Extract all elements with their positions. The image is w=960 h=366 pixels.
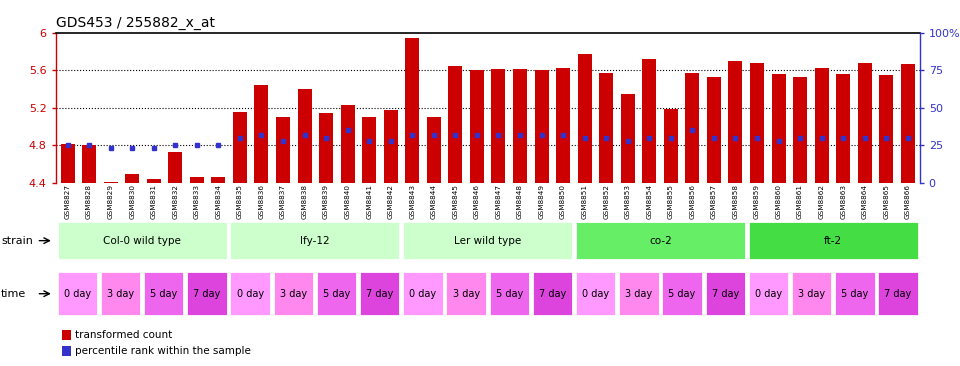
Bar	[621, 94, 635, 183]
Text: 0 day: 0 day	[236, 289, 264, 299]
Bar	[143, 271, 184, 317]
Bar	[186, 271, 228, 317]
Text: 5 day: 5 day	[668, 289, 696, 299]
Bar	[793, 77, 807, 183]
Bar	[791, 271, 832, 317]
Bar	[341, 105, 354, 183]
Bar	[61, 330, 71, 340]
Bar	[448, 66, 463, 183]
Text: Ler wild type: Ler wild type	[454, 236, 521, 246]
Bar	[362, 117, 376, 183]
Bar	[82, 146, 96, 183]
Text: percentile rank within the sample: percentile rank within the sample	[75, 346, 251, 356]
Bar	[359, 271, 400, 317]
Text: 0 day: 0 day	[409, 289, 437, 299]
Bar	[685, 73, 700, 183]
Bar	[233, 112, 247, 183]
Bar	[104, 182, 118, 183]
Bar	[100, 271, 141, 317]
Bar	[60, 143, 75, 183]
Bar	[836, 74, 851, 183]
Bar	[229, 221, 400, 260]
Text: 3 day: 3 day	[107, 289, 134, 299]
Text: 3 day: 3 day	[625, 289, 653, 299]
Bar	[618, 271, 660, 317]
Text: 5 day: 5 day	[323, 289, 350, 299]
Text: 5 day: 5 day	[495, 289, 523, 299]
Bar	[705, 271, 746, 317]
Bar	[276, 117, 290, 183]
Bar	[254, 85, 269, 183]
Text: Col-0 wild type: Col-0 wild type	[103, 236, 181, 246]
Bar	[900, 64, 915, 183]
Bar	[61, 346, 71, 356]
Bar	[599, 73, 613, 183]
Text: 0 day: 0 day	[582, 289, 610, 299]
Text: 3 day: 3 day	[798, 289, 826, 299]
Bar	[402, 271, 444, 317]
Text: 7 day: 7 day	[711, 289, 739, 299]
Bar	[575, 271, 616, 317]
Bar	[707, 77, 721, 183]
Text: 0 day: 0 day	[63, 289, 91, 299]
Text: 0 day: 0 day	[755, 289, 782, 299]
Text: transformed count: transformed count	[75, 330, 172, 340]
Bar	[298, 89, 312, 183]
Bar	[445, 271, 487, 317]
Text: 3 day: 3 day	[452, 289, 480, 299]
Bar	[190, 178, 204, 183]
Bar	[57, 271, 98, 317]
Bar	[489, 271, 530, 317]
Bar	[125, 173, 139, 183]
Bar	[857, 63, 872, 183]
Bar	[405, 38, 420, 183]
Text: 7 day: 7 day	[193, 289, 221, 299]
Bar	[877, 271, 919, 317]
Bar	[642, 59, 657, 183]
Bar	[578, 53, 591, 183]
Text: co-2: co-2	[649, 236, 672, 246]
Text: strain: strain	[1, 236, 33, 246]
Bar	[661, 271, 703, 317]
Bar	[273, 271, 314, 317]
Bar	[469, 71, 484, 183]
Text: 5 day: 5 day	[841, 289, 869, 299]
Text: GDS453 / 255882_x_at: GDS453 / 255882_x_at	[56, 16, 215, 30]
Bar	[168, 152, 182, 183]
Bar	[229, 271, 271, 317]
Bar	[575, 221, 746, 260]
Bar	[834, 271, 876, 317]
Text: 7 day: 7 day	[539, 289, 566, 299]
Bar	[57, 221, 228, 260]
Bar	[663, 109, 678, 183]
Bar	[748, 271, 789, 317]
Bar	[316, 271, 357, 317]
Bar	[772, 74, 785, 183]
Bar	[748, 221, 919, 260]
Text: lfy-12: lfy-12	[300, 236, 329, 246]
Bar	[492, 68, 506, 183]
Bar	[384, 110, 397, 183]
Bar	[750, 63, 764, 183]
Bar	[513, 68, 527, 183]
Text: 7 day: 7 day	[884, 289, 912, 299]
Bar	[556, 68, 570, 183]
Bar	[427, 117, 441, 183]
Bar	[532, 271, 573, 317]
Bar	[879, 75, 894, 183]
Bar	[815, 68, 828, 183]
Bar	[147, 179, 160, 183]
Text: ft-2: ft-2	[825, 236, 842, 246]
Text: time: time	[1, 289, 26, 299]
Bar	[211, 178, 226, 183]
Text: 3 day: 3 day	[279, 289, 307, 299]
Bar	[729, 61, 742, 183]
Bar	[402, 221, 573, 260]
Bar	[535, 71, 548, 183]
Text: 5 day: 5 day	[150, 289, 178, 299]
Bar	[319, 113, 333, 183]
Text: 7 day: 7 day	[366, 289, 394, 299]
